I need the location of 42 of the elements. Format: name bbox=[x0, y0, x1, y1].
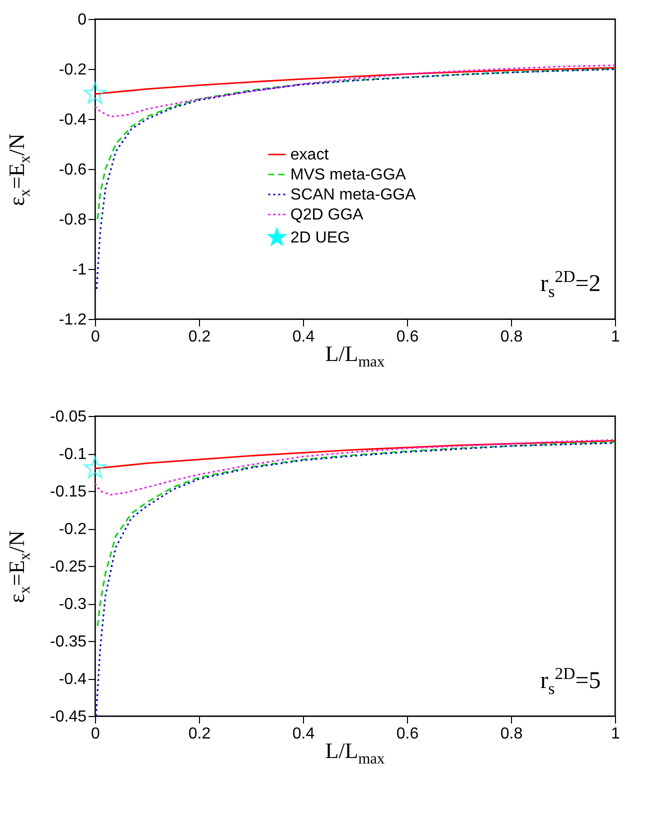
y-tick-label: -1.2 bbox=[58, 312, 87, 328]
x-tick-label: 1 bbox=[611, 328, 620, 346]
x-tick-label: 0.8 bbox=[500, 726, 523, 742]
legend-label: Q2D GGA bbox=[290, 206, 364, 224]
x-tick-label: 0.6 bbox=[396, 328, 419, 346]
legend-label: 2D UEG bbox=[290, 230, 350, 246]
line-series bbox=[95, 64, 615, 118]
x-tick-label: 0.6 bbox=[396, 726, 419, 742]
x-axis-title: L/L$_{max}$ bbox=[325, 738, 385, 768]
line-series bbox=[95, 442, 615, 716]
y-tick-label: -0.4 bbox=[58, 671, 87, 688]
annotation: r$_{s}$$^{2D}$=2 bbox=[540, 267, 601, 301]
y-tick-label: 0 bbox=[78, 12, 87, 28]
y-tick-label: -0.1 bbox=[58, 446, 87, 463]
x-tick-label: 0.8 bbox=[500, 328, 523, 346]
legend-label: exact bbox=[290, 146, 330, 164]
legend-label: MVS meta-GGA bbox=[290, 166, 406, 184]
y-tick-label: -0.2 bbox=[58, 62, 87, 78]
y-tick-label: -0.8 bbox=[58, 212, 87, 228]
line-series bbox=[96, 68, 615, 290]
line-series bbox=[96, 441, 615, 627]
y-tick-label: -0.4 bbox=[58, 112, 87, 128]
y-tick-label: -0.3 bbox=[58, 596, 87, 613]
y-tick-label: -0.45 bbox=[50, 708, 87, 726]
y-tick-label: -0.6 bbox=[58, 162, 87, 178]
x-axis-title: L/L$_{max}$ bbox=[325, 341, 385, 371]
y-tick-label: -1 bbox=[72, 262, 87, 278]
y-tick-label: -0.2 bbox=[58, 521, 87, 538]
y-tick-label: -0.25 bbox=[50, 558, 87, 576]
x-tick-label: 0.2 bbox=[188, 726, 211, 742]
x-tick-label: 0.4 bbox=[292, 726, 315, 742]
x-tick-label: 0 bbox=[91, 726, 100, 742]
y-tick-label: -0.05 bbox=[50, 408, 87, 426]
x-tick-label: 0.4 bbox=[292, 328, 315, 346]
x-tick-label: 0.2 bbox=[188, 328, 211, 346]
x-tick-label: 0 bbox=[91, 328, 100, 346]
line-series bbox=[95, 439, 615, 496]
legend-label: SCAN meta-GGA bbox=[290, 186, 416, 204]
y-tick-label: -0.15 bbox=[50, 484, 87, 500]
x-tick-label: 1 bbox=[611, 726, 620, 742]
y-tick-label: -0.35 bbox=[50, 634, 87, 650]
annotation: r$_{s}$$^{2D}$=5 bbox=[540, 664, 601, 698]
